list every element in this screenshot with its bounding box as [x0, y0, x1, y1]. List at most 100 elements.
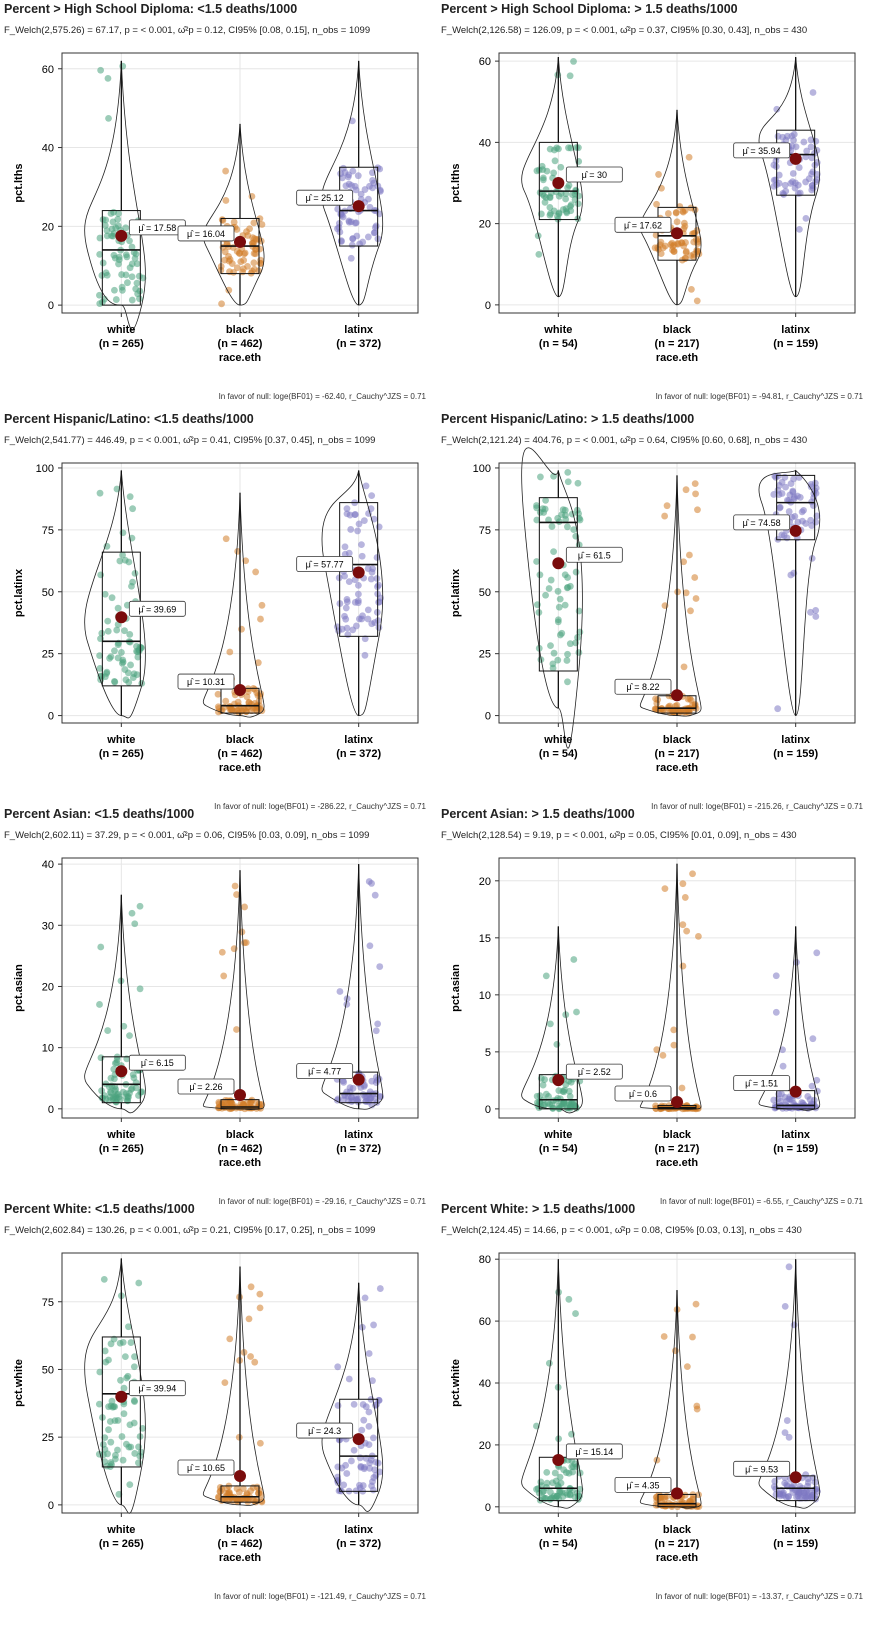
- panel-title: Percent Hispanic/Latino: <1.5 deaths/100…: [4, 412, 254, 426]
- y-tick-label: 0: [48, 711, 54, 723]
- data-point: [96, 665, 104, 672]
- data-point: [572, 568, 580, 576]
- data-point: [222, 535, 230, 543]
- data-point: [542, 1090, 550, 1098]
- mean-marker: [671, 1487, 683, 1500]
- x-tick-label: black: [663, 324, 692, 336]
- data-point: [103, 542, 111, 550]
- data-point: [345, 171, 353, 179]
- data-point: [536, 571, 544, 579]
- y-tick-label: 20: [42, 221, 54, 233]
- chart-panel: Percent White: > 1.5 deaths/1000 F_Welch(…: [437, 1200, 867, 1610]
- data-point: [365, 1091, 373, 1099]
- y-tick-label: 20: [479, 1440, 491, 1452]
- data-point: [104, 627, 112, 635]
- chart-panel: Percent > High School Diploma: > 1.5 dea…: [437, 0, 867, 410]
- mean-label-box: [614, 678, 672, 695]
- x-axis-title: race.eth: [656, 352, 698, 364]
- data-point: [549, 1479, 556, 1487]
- data-point: [555, 603, 563, 611]
- data-point: [221, 256, 228, 264]
- data-point: [813, 1087, 821, 1095]
- data-point: [220, 972, 228, 980]
- data-point: [98, 629, 106, 637]
- data-point: [340, 1078, 348, 1086]
- box-iqr: [339, 1071, 379, 1104]
- data-point: [802, 178, 810, 186]
- data-point: [540, 509, 548, 516]
- x-tick-count: (n = 372): [336, 338, 381, 350]
- chart-svg: 0 20 40 60 μ̂ = 30 white (n = 54) μ̂ = 17.62 bla…: [450, 52, 856, 364]
- y-tick-label: 10: [42, 1043, 54, 1055]
- data-point: [568, 1099, 576, 1107]
- data-point: [130, 249, 138, 256]
- data-point: [695, 932, 702, 940]
- violin-outline: [202, 870, 265, 1111]
- violin-outline: [639, 1290, 702, 1509]
- data-point: [674, 240, 682, 248]
- data-point: [771, 1477, 779, 1485]
- data-point: [101, 1347, 109, 1355]
- x-axis-title: race.eth: [656, 762, 698, 774]
- data-point: [339, 164, 347, 172]
- data-point: [102, 1095, 110, 1103]
- data-point: [366, 203, 374, 211]
- panel-stats-text: F_Welch(2,124.45) = 14.66, p = < 0.001, …: [441, 1225, 802, 1236]
- data-point: [542, 496, 550, 504]
- violin-outline: [202, 123, 265, 306]
- x-tick-label: black: [226, 1524, 255, 1536]
- data-point: [233, 1026, 240, 1033]
- data-point: [135, 1279, 143, 1287]
- data-point: [238, 625, 245, 633]
- y-axis-title: pct.lths: [13, 163, 25, 202]
- data-point: [96, 1001, 103, 1008]
- mean-label: μ̂ = 17.58: [138, 223, 176, 233]
- mean-label-box: [733, 1460, 791, 1477]
- data-point: [556, 595, 564, 603]
- box-iqr: [339, 166, 379, 247]
- data-point: [376, 1285, 384, 1292]
- data-point: [542, 972, 550, 980]
- data-point: [812, 607, 820, 614]
- data-point: [241, 903, 248, 911]
- data-point: [686, 551, 693, 559]
- data-point: [103, 1462, 111, 1470]
- data-point: [812, 1485, 820, 1493]
- data-point: [101, 1446, 109, 1453]
- x-tick-count: (n = 54): [539, 1538, 578, 1550]
- data-point: [96, 300, 104, 308]
- chart-svg: 0 25 50 75 100 μ̂ = 61.5 white (n = 54) μ̂ = 8.2…: [450, 447, 856, 774]
- data-point: [110, 251, 118, 259]
- data-point: [560, 1466, 568, 1474]
- y-tick-label: 50: [479, 587, 491, 599]
- data-point: [106, 654, 113, 662]
- x-tick-label: black: [663, 1129, 692, 1141]
- mean-label: μ̂ = 16.04: [187, 229, 225, 239]
- data-point: [561, 1086, 568, 1094]
- data-point: [97, 1054, 105, 1062]
- x-tick-label: white: [106, 324, 135, 336]
- data-point: [350, 1446, 358, 1454]
- data-point: [342, 615, 350, 623]
- mean-marker: [115, 611, 128, 624]
- data-point: [678, 1084, 686, 1092]
- data-point: [553, 1040, 561, 1048]
- data-point: [251, 1358, 259, 1366]
- data-point: [572, 639, 580, 647]
- panel-bayes-footer: In favor of null: loge(BF01) = -215.26, …: [651, 802, 863, 811]
- data-point: [358, 615, 366, 623]
- data-point: [772, 1485, 780, 1493]
- data-point: [340, 1481, 348, 1489]
- y-tick-label: 60: [479, 1316, 491, 1328]
- data-point: [803, 147, 811, 155]
- data-point: [113, 626, 121, 634]
- data-point: [561, 601, 569, 609]
- data-point: [117, 1376, 124, 1384]
- data-point: [788, 132, 796, 140]
- data-point: [364, 565, 372, 572]
- data-point: [115, 1093, 123, 1101]
- y-tick-label: 30: [42, 920, 54, 932]
- data-point: [99, 1451, 107, 1459]
- x-tick-count: (n = 462): [218, 338, 263, 350]
- data-point: [804, 1475, 812, 1483]
